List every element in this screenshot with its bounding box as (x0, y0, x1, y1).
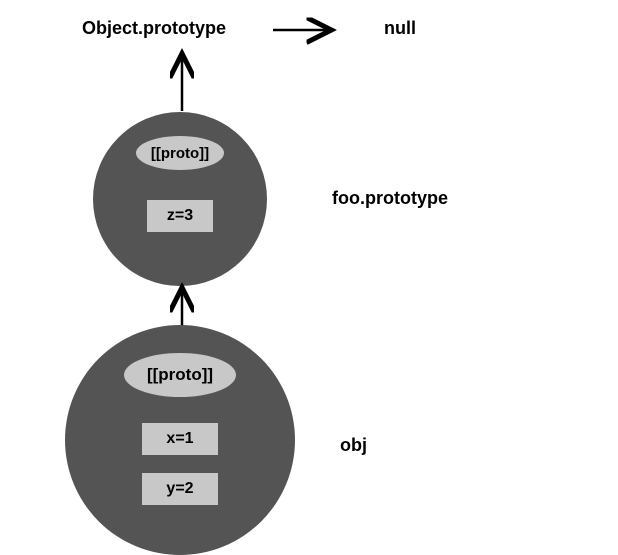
arrow-to-null-icon (271, 12, 341, 48)
obj-node: [[proto]] x=1 y=2 (65, 325, 295, 555)
prototype-chain-diagram: Object.prototype null [[proto]] z=3 foo.… (0, 0, 618, 553)
proto-badge: [[proto]] (124, 353, 236, 397)
prop-box: z=3 (147, 200, 213, 232)
arrow-node2-up-icon (170, 282, 194, 330)
prop-box: y=2 (142, 473, 218, 505)
foo-prototype-label: foo.prototype (332, 188, 448, 209)
foo-prototype-node: [[proto]] z=3 (93, 112, 267, 286)
prop-box: x=1 (142, 423, 218, 455)
null-label: null (384, 18, 416, 39)
proto-badge: [[proto]] (136, 136, 224, 170)
obj-label: obj (340, 435, 367, 456)
object-prototype-label: Object.prototype (82, 18, 226, 39)
arrow-node1-up-icon (170, 48, 194, 114)
